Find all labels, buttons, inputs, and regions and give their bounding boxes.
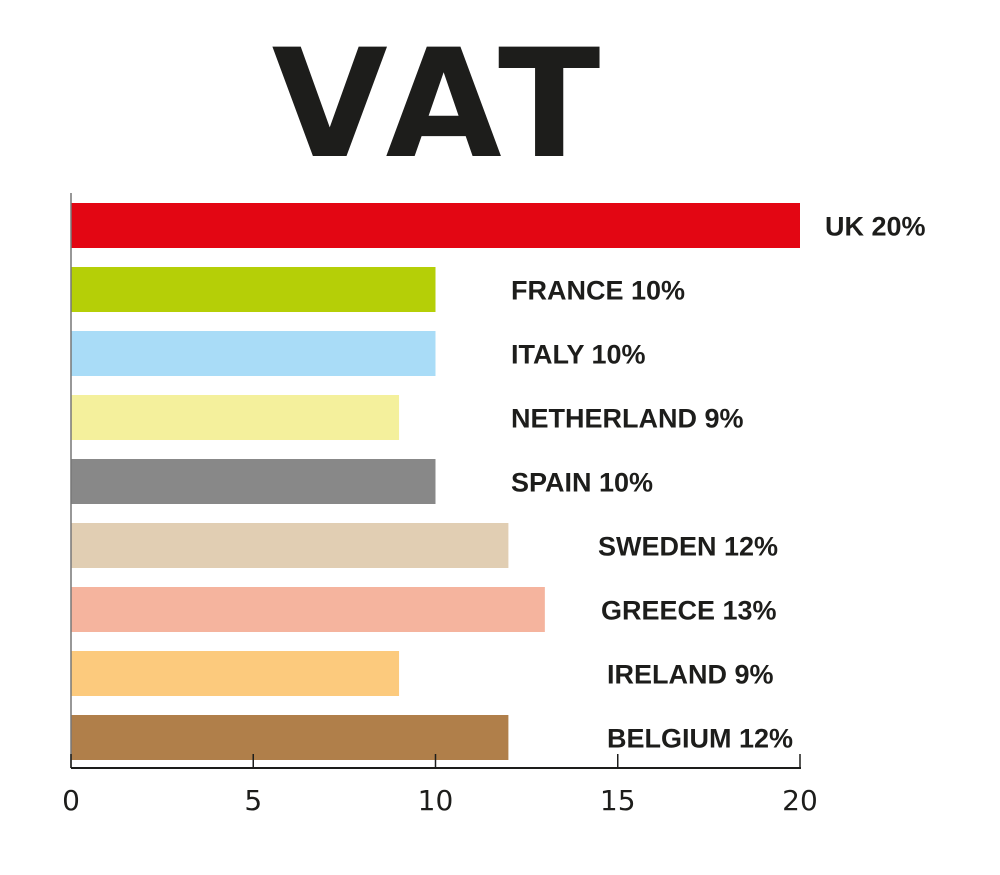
data-label-spain: SPAIN 10%: [511, 468, 653, 498]
data-label-france: FRANCE 10%: [511, 276, 685, 306]
x-tick-label-0: 0: [62, 784, 80, 817]
data-label-netherland: NETHERLAND 9%: [511, 404, 744, 434]
x-tick-label-15: 15: [600, 784, 636, 817]
x-tick-label-10: 10: [418, 784, 454, 817]
bar-france: [71, 267, 436, 312]
x-tick-label-20: 20: [782, 784, 818, 817]
bar-spain: [71, 459, 436, 504]
data-label-greece: GREECE 13%: [601, 596, 777, 626]
data-label-italy: ITALY 10%: [511, 340, 646, 370]
data-label-sweden: SWEDEN 12%: [598, 532, 778, 562]
bar-sweden: [71, 523, 509, 568]
data-label-ireland: IRELAND 9%: [607, 660, 774, 690]
x-tick-label-5: 5: [244, 784, 262, 817]
chart-title: VAT: [271, 18, 609, 192]
data-label-uk: UK 20%: [825, 212, 926, 242]
bar-italy: [71, 331, 436, 376]
bar-netherland: [71, 395, 400, 440]
data-label-belgium: BELGIUM 12%: [607, 724, 793, 754]
bar-uk: [71, 203, 800, 248]
bar-ireland: [71, 651, 400, 696]
bar-belgium: [71, 715, 509, 760]
bar-greece: [71, 587, 545, 632]
